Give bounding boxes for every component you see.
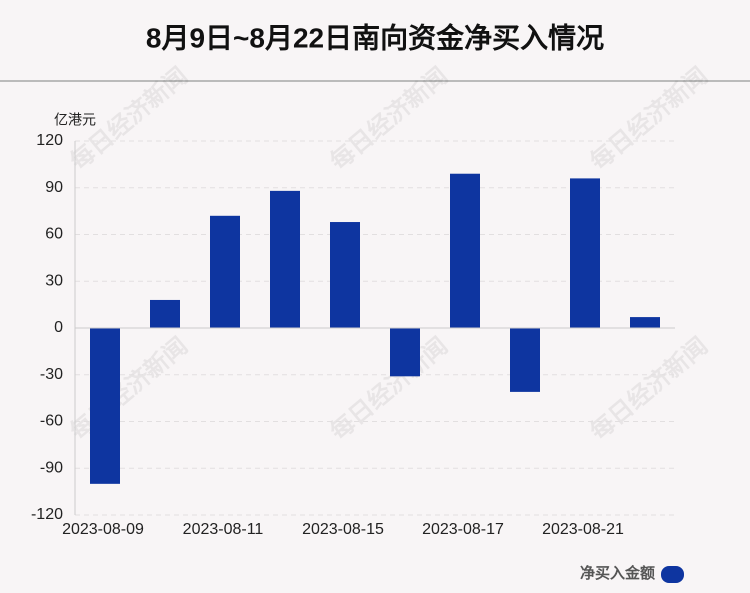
y-tick-label: 0 (54, 319, 63, 336)
bar (390, 328, 420, 377)
chart-title: 8月9日~8月22日南向资金净买入情况 (146, 21, 604, 53)
bar (570, 178, 600, 328)
bar (330, 222, 360, 328)
y-tick-label: -120 (31, 506, 63, 523)
x-tick-label: 2023-08-11 (183, 521, 264, 538)
bar (90, 328, 120, 484)
y-tick-label: -60 (40, 413, 63, 430)
bar (510, 328, 540, 392)
x-tick-label: 2023-08-09 (62, 521, 144, 538)
bar (210, 215, 240, 328)
y-tick-label: 90 (45, 179, 63, 196)
bar (150, 299, 180, 328)
x-tick-label: 2023-08-21 (542, 521, 624, 538)
y-tick-label: 120 (36, 132, 63, 149)
bar (630, 317, 660, 328)
y-tick-label: 60 (45, 226, 63, 243)
bar (450, 173, 480, 328)
x-tick-label: 2023-08-17 (422, 521, 504, 538)
legend-label: 净买入金额 (580, 564, 655, 582)
bar (270, 190, 300, 328)
y-tick-label: -30 (40, 366, 63, 383)
y-axis-label: 亿港元 (54, 112, 96, 128)
legend-swatch (661, 566, 684, 583)
y-tick-label: 30 (45, 272, 63, 289)
x-tick-label: 2023-08-15 (302, 521, 384, 538)
y-tick-label: -90 (40, 459, 63, 476)
